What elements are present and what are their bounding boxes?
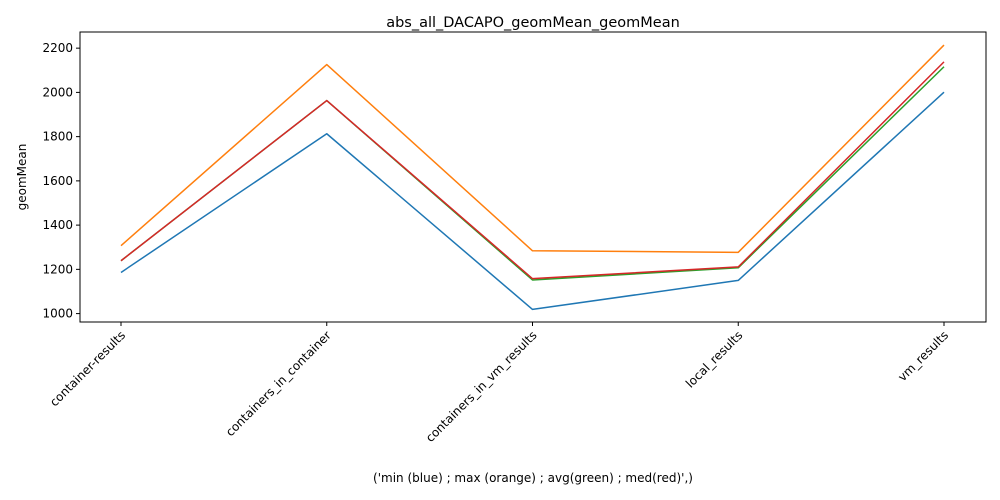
y-tick-label: 2200: [42, 41, 73, 55]
x-axis-label: ('min (blue) ; max (orange) ; avg(green)…: [373, 471, 693, 485]
y-axis: 1000 1200 1400 1600 1800 2000 2200: [42, 41, 80, 321]
x-tick-label: containers_in_vm_results: [423, 328, 540, 445]
y-tick-label: 1200: [42, 262, 73, 276]
series-line-0: [120, 91, 945, 311]
x-tick-label: containers_in_container: [223, 328, 334, 439]
plot-area: [79, 31, 987, 323]
y-tick-label: 1800: [42, 130, 73, 144]
y-tick-label: 2000: [42, 85, 73, 99]
y-tick-label: 1600: [42, 174, 73, 188]
y-tick-label: 1400: [42, 218, 73, 232]
x-axis: container-results containers_in_container…: [47, 322, 951, 445]
chart-title: abs_all_DACAPO_geomMean_geomMean: [386, 15, 680, 31]
x-tick-label: container-results: [47, 328, 128, 409]
series-lines: [120, 44, 945, 311]
x-tick-label: local_results: [683, 328, 745, 390]
series-line-3: [120, 61, 945, 280]
y-axis-label: geomMean: [15, 144, 29, 211]
series-line-1: [120, 44, 945, 254]
x-tick-label: vm_results: [895, 328, 951, 384]
y-tick-label: 1000: [42, 307, 73, 321]
